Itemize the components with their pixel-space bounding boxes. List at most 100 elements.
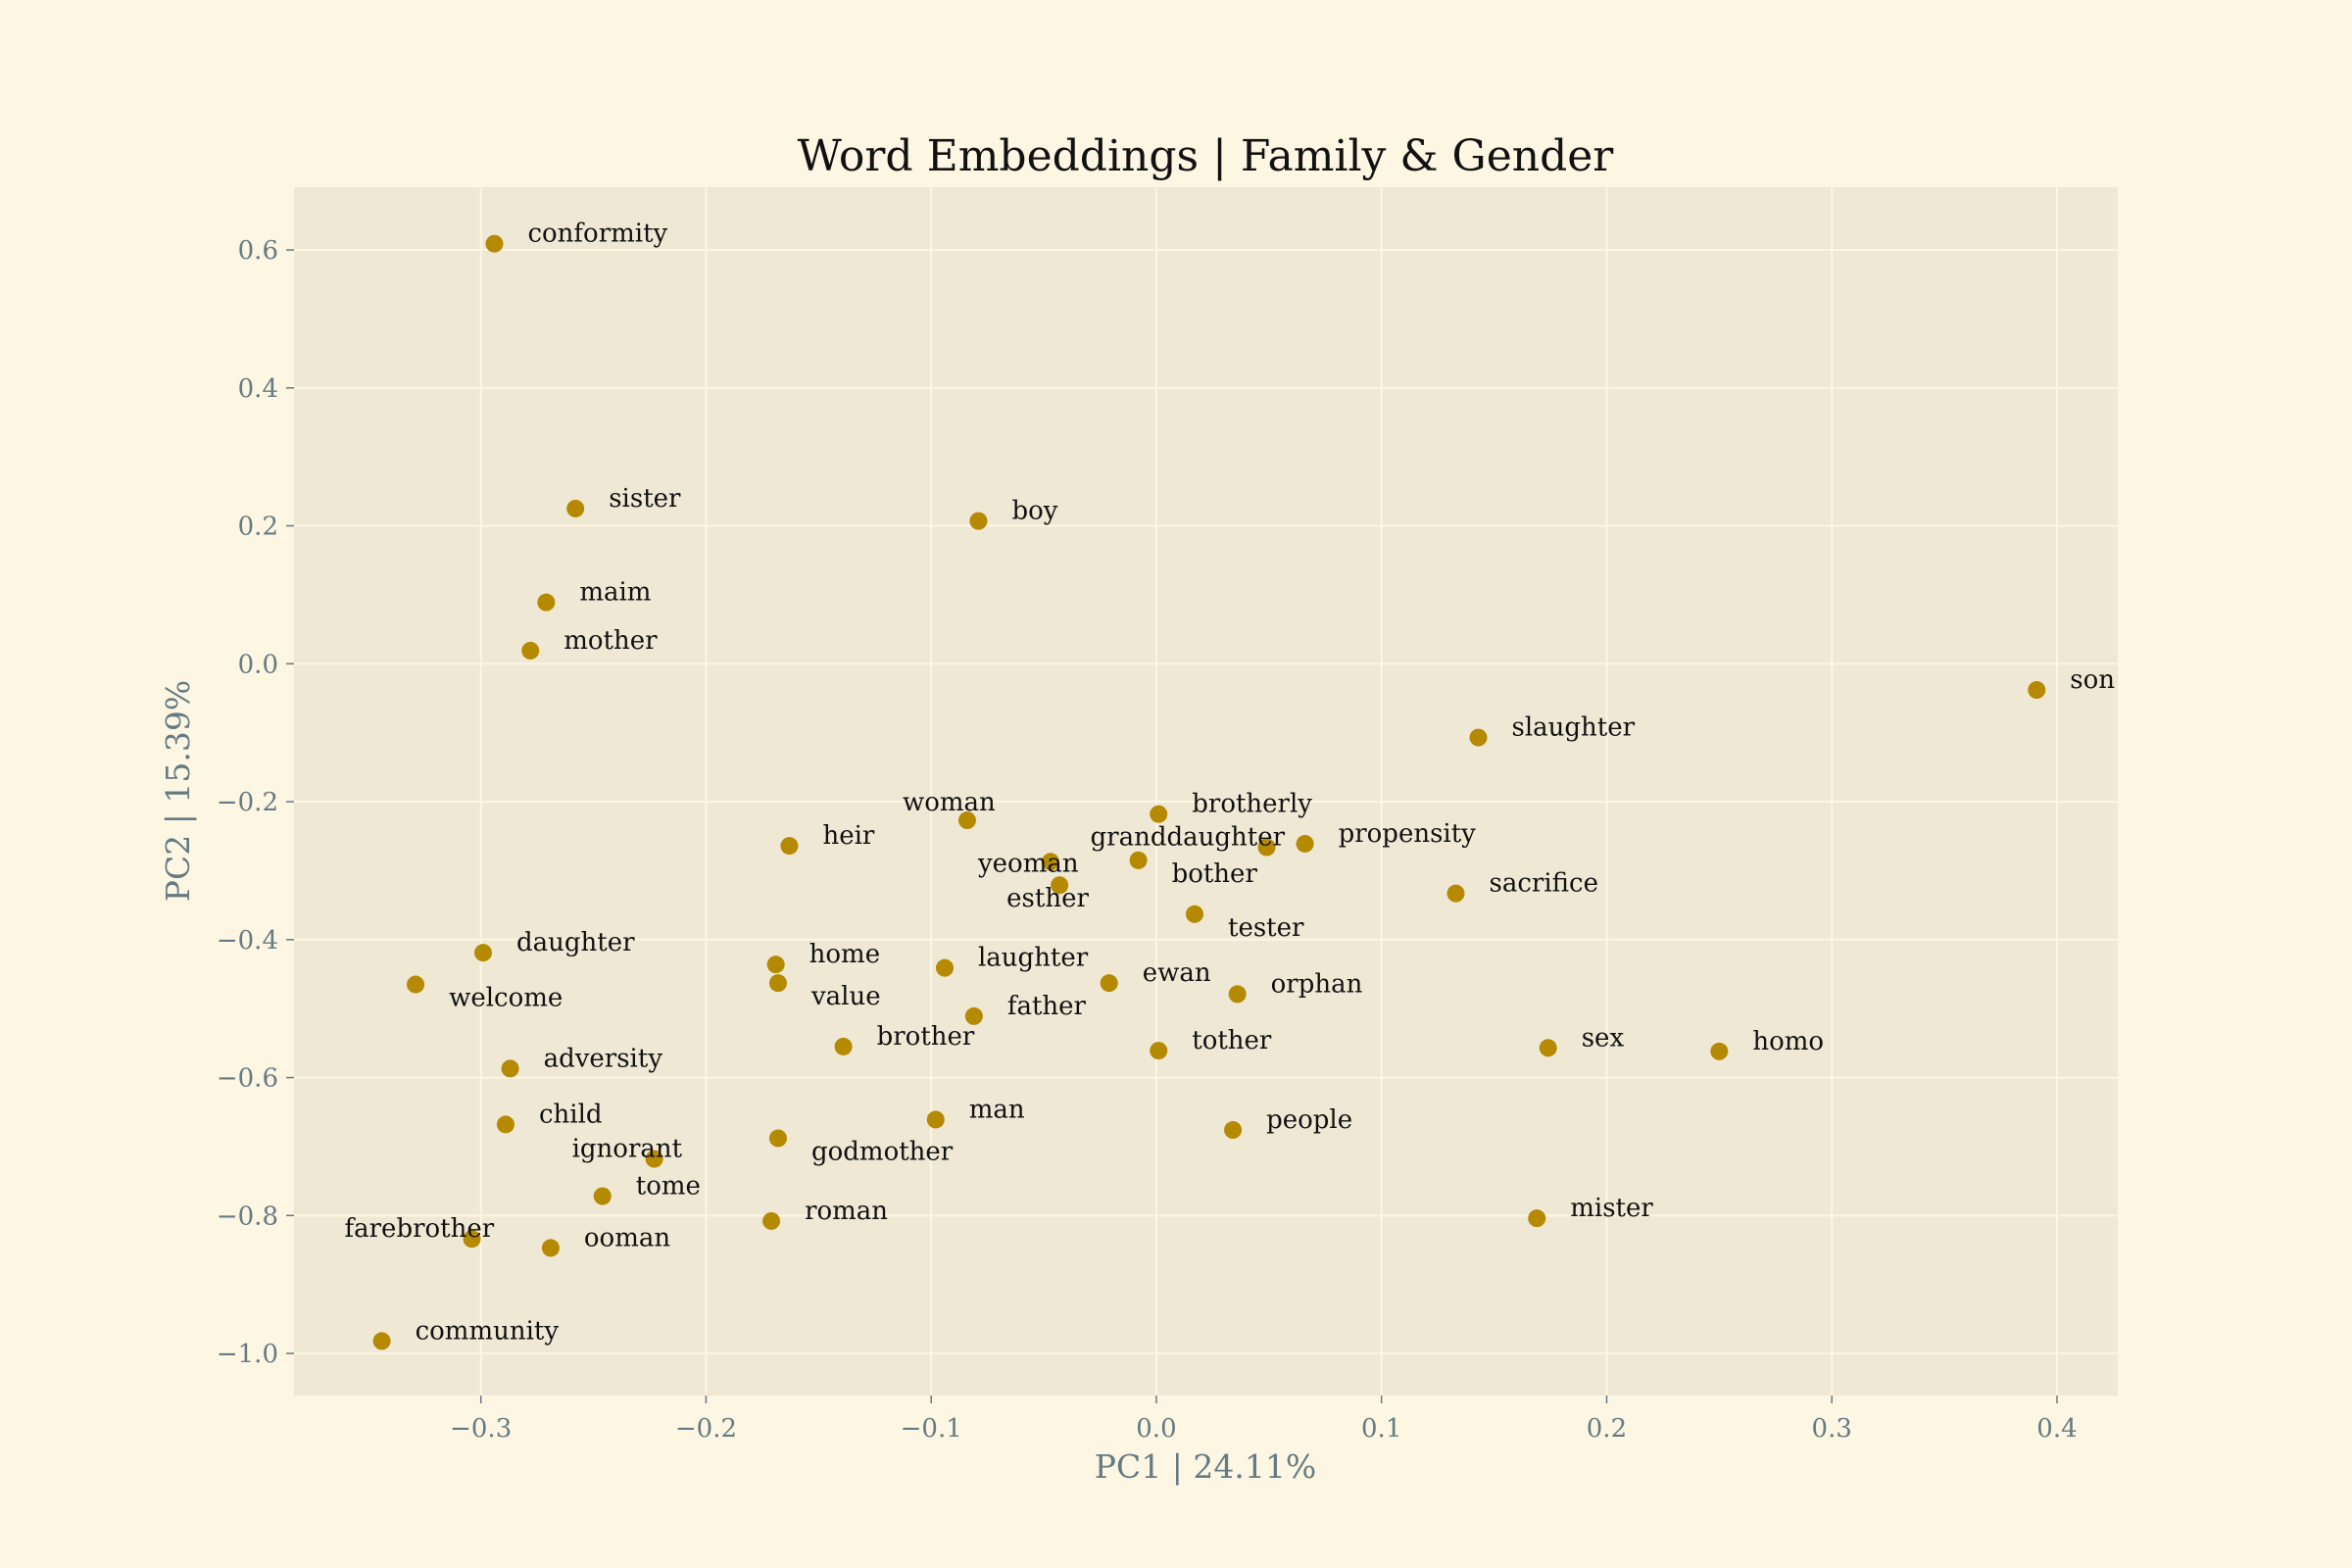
data-point bbox=[964, 1006, 983, 1025]
x-tick-label: 0.4 bbox=[2036, 1414, 2077, 1444]
data-point bbox=[1186, 905, 1204, 923]
point-label: orphan bbox=[1271, 969, 1363, 999]
data-point bbox=[1469, 728, 1488, 747]
chart-title: Word Embeddings | Family & Gender bbox=[798, 131, 1615, 181]
data-point bbox=[473, 944, 492, 962]
x-tick-label: 0.2 bbox=[1587, 1414, 1627, 1444]
data-point bbox=[1224, 1121, 1243, 1140]
y-tick-label: 0.4 bbox=[238, 374, 278, 404]
point-labels: conformity sister boy maim mother son slaughte… bbox=[345, 220, 2116, 1347]
y-tick-label: −0.4 bbox=[217, 926, 278, 956]
point-label: sex bbox=[1582, 1023, 1625, 1053]
data-point bbox=[407, 975, 425, 994]
point-label: tester bbox=[1228, 913, 1304, 943]
y-tick-label: 0.2 bbox=[238, 513, 278, 542]
data-point bbox=[1296, 834, 1314, 853]
y-tick-label: 0.0 bbox=[238, 650, 278, 679]
point-label: godmother bbox=[811, 1137, 954, 1166]
data-point bbox=[645, 1150, 663, 1168]
x-tick-labels: −0.3 −0.2 −0.1 0.0 0.1 0.2 0.3 0.4 bbox=[450, 1414, 2078, 1444]
point-label: woman bbox=[903, 788, 996, 817]
point-label: conformity bbox=[527, 220, 667, 249]
data-point bbox=[1150, 805, 1168, 823]
point-label: value bbox=[810, 982, 881, 1011]
data-point bbox=[768, 974, 787, 993]
point-label: ewan bbox=[1143, 958, 1211, 988]
point-label: mother bbox=[564, 626, 658, 656]
data-point bbox=[1257, 838, 1276, 857]
x-tick-label: −0.1 bbox=[901, 1414, 962, 1444]
x-tick-label: −0.2 bbox=[675, 1414, 737, 1444]
data-points bbox=[372, 234, 2046, 1350]
point-label: farebrother bbox=[345, 1214, 495, 1244]
point-label: welcome bbox=[449, 984, 563, 1013]
point-label: child bbox=[539, 1100, 603, 1129]
grid-lines bbox=[286, 187, 2118, 1403]
point-label: homo bbox=[1752, 1027, 1824, 1056]
data-point bbox=[1539, 1039, 1557, 1057]
point-label: community bbox=[416, 1316, 560, 1346]
x-tick-label: 0.3 bbox=[1812, 1414, 1852, 1444]
data-point bbox=[1228, 985, 1247, 1004]
point-label: sacrifice bbox=[1490, 869, 1598, 899]
data-point bbox=[501, 1059, 519, 1078]
y-tick-label: −1.0 bbox=[217, 1340, 278, 1369]
data-point bbox=[1051, 876, 1069, 895]
data-point bbox=[834, 1037, 853, 1055]
data-point bbox=[521, 641, 540, 660]
y-tick-label: −0.2 bbox=[217, 788, 278, 817]
point-label: son bbox=[2070, 665, 2115, 695]
data-point bbox=[762, 1211, 781, 1230]
point-label: boy bbox=[1011, 497, 1057, 526]
data-point bbox=[935, 958, 954, 977]
data-point bbox=[1100, 974, 1118, 993]
point-label: bother bbox=[1172, 859, 1258, 889]
point-label: father bbox=[1007, 992, 1087, 1021]
data-point bbox=[926, 1110, 945, 1129]
point-label: laughter bbox=[978, 944, 1089, 973]
data-point bbox=[957, 811, 976, 830]
data-point bbox=[372, 1332, 391, 1350]
point-label: roman bbox=[805, 1197, 888, 1226]
data-point bbox=[1041, 853, 1059, 871]
data-point bbox=[1710, 1042, 1729, 1060]
point-label: adversity bbox=[544, 1044, 663, 1073]
data-point bbox=[1446, 884, 1465, 903]
y-tick-labels: 0.6 0.4 0.2 0.0 −0.2 −0.4 −0.6 −0.8 −1.0 bbox=[217, 236, 278, 1369]
y-tick-label: 0.6 bbox=[238, 236, 278, 266]
point-label: home bbox=[809, 940, 880, 969]
x-axis-label: PC1 | 24.11% bbox=[1095, 1447, 1316, 1486]
data-point bbox=[537, 593, 556, 612]
x-tick-label: 0.0 bbox=[1136, 1414, 1176, 1444]
data-point bbox=[496, 1115, 514, 1134]
x-tick-label: −0.3 bbox=[450, 1414, 512, 1444]
point-label: people bbox=[1266, 1105, 1352, 1135]
point-label: ignorant bbox=[572, 1135, 683, 1164]
point-label: heir bbox=[822, 821, 874, 851]
point-label: brother bbox=[877, 1022, 975, 1052]
point-label: man bbox=[969, 1095, 1025, 1124]
point-label: ooman bbox=[584, 1223, 670, 1252]
data-point bbox=[768, 1129, 787, 1148]
data-point bbox=[780, 837, 799, 856]
y-tick-label: −0.8 bbox=[217, 1201, 278, 1231]
y-axis-label: PC2 | 15.39% bbox=[159, 680, 197, 902]
data-point bbox=[2028, 681, 2046, 700]
point-label: mister bbox=[1570, 1194, 1653, 1223]
point-label: slaughter bbox=[1512, 713, 1636, 743]
point-label: sister bbox=[609, 484, 681, 514]
data-point bbox=[1528, 1209, 1546, 1228]
point-label: esther bbox=[1006, 884, 1089, 913]
data-point bbox=[1150, 1042, 1168, 1060]
x-tick-label: 0.1 bbox=[1361, 1414, 1401, 1444]
point-label: propensity bbox=[1339, 819, 1477, 849]
point-label: daughter bbox=[516, 928, 635, 957]
point-label: tother bbox=[1192, 1026, 1272, 1055]
point-label: brotherly bbox=[1192, 790, 1312, 819]
point-label: maim bbox=[579, 578, 651, 608]
data-point bbox=[1129, 851, 1148, 869]
data-point bbox=[969, 512, 988, 530]
y-tick-label: −0.6 bbox=[217, 1064, 278, 1094]
point-label: granddaughter bbox=[1091, 823, 1286, 853]
